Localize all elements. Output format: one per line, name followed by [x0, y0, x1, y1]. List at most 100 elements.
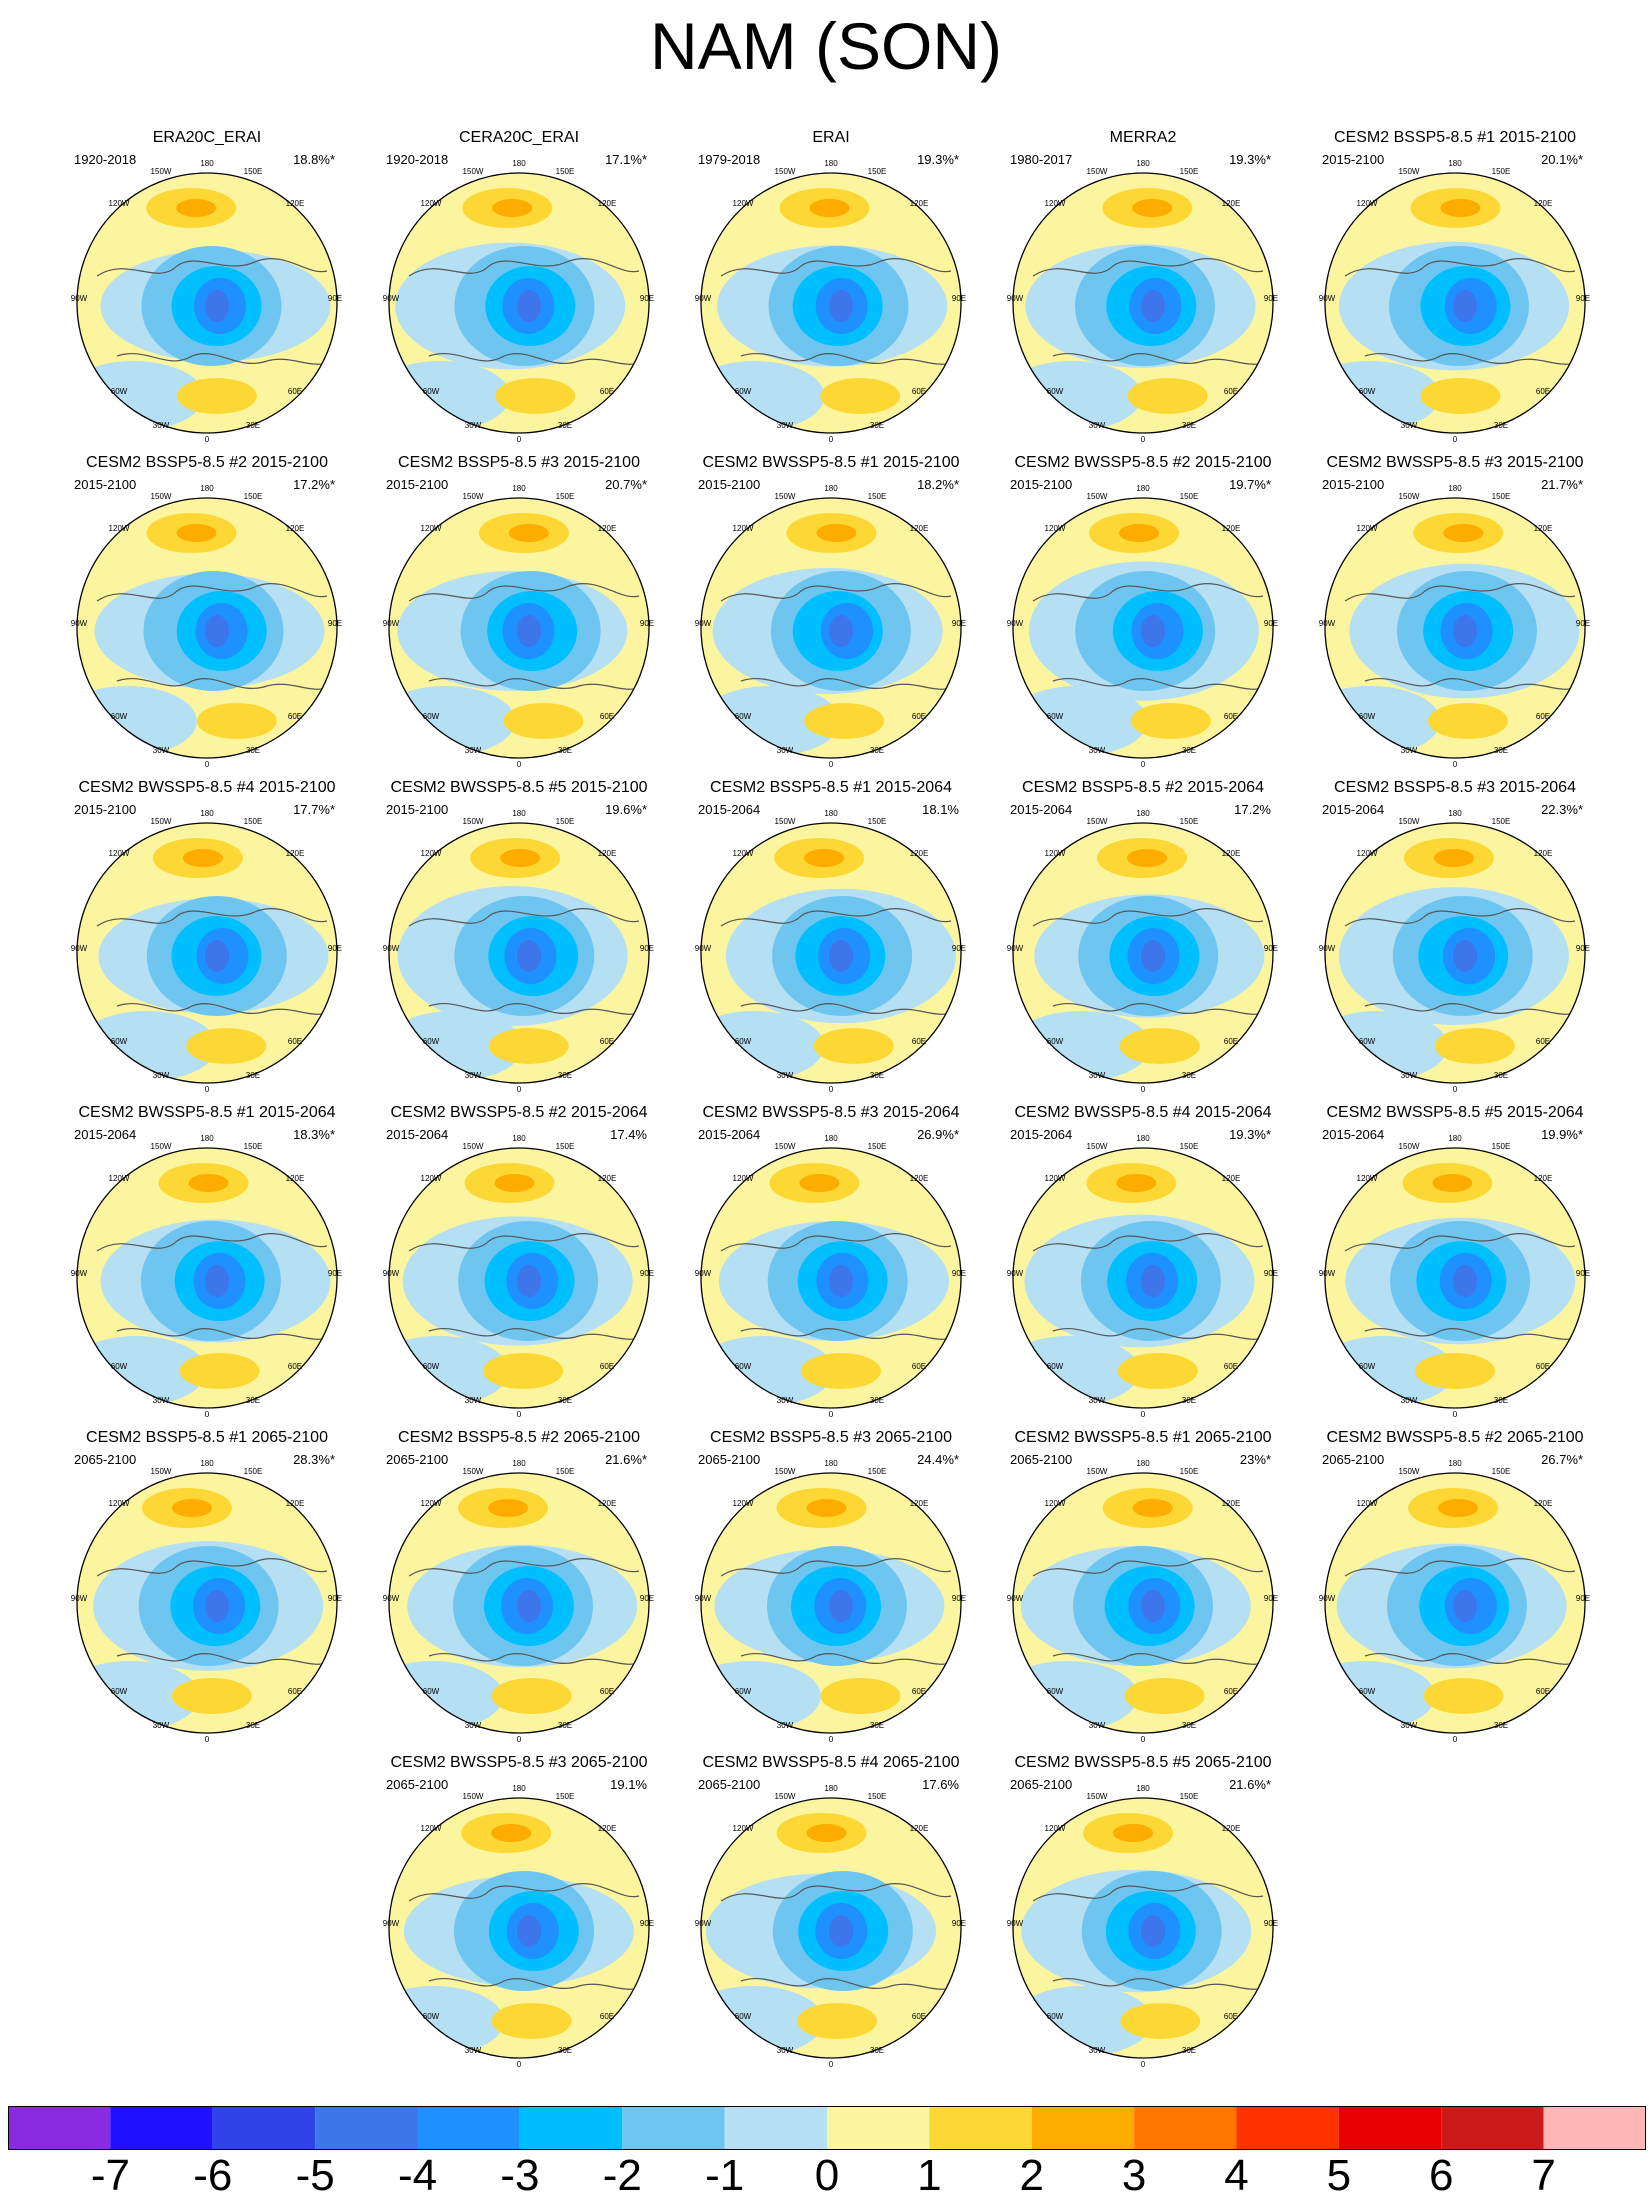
- map-border: [76, 1472, 338, 1734]
- longitude-label: 120W: [421, 1499, 442, 1508]
- coastline: [408, 1883, 645, 1990]
- longitude-label: 30W: [1401, 1396, 1418, 1405]
- anomaly-positive-lobe: [1432, 1174, 1473, 1192]
- anomaly-positive-lobe: [1120, 2003, 1201, 2039]
- longitude-label: 60W: [423, 2012, 440, 2021]
- longitude-label: 30E: [870, 2046, 884, 2055]
- polar-map: 180 150W 150E 120W 120E 90W 90E 60W 60E 30W 30E 0: [1319, 809, 1590, 1094]
- longitude-label: 30E: [1182, 421, 1196, 430]
- anomaly-positive-lobe: [800, 1353, 881, 1389]
- anomaly-positive-lobe: [806, 1824, 847, 1842]
- anomaly-positive-lobe: [1127, 849, 1168, 867]
- longitude-label: 0: [829, 1410, 834, 1419]
- longitude-label: 0: [205, 1085, 210, 1094]
- longitude-label: 120W: [733, 524, 754, 533]
- polar-map: 180 150W 150E 120W 120E 90W 90E 60W 60E 30W 30E 0: [71, 1134, 342, 1419]
- longitude-label: 180: [200, 484, 214, 493]
- longitude-label: 180: [824, 1784, 838, 1793]
- coastline: [720, 1233, 957, 1340]
- longitude-label: 150W: [151, 1467, 172, 1476]
- anomaly-positive-lobe: [820, 1678, 901, 1714]
- longitude-label: 30E: [1494, 1721, 1508, 1730]
- longitude-label: 150E: [1492, 167, 1511, 176]
- polar-map: 180 150W 150E 120W 120E 90W 90E 60W 60E 30W 30E 0: [1007, 1784, 1278, 2069]
- coastline: [408, 1233, 645, 1340]
- panel-variance-percent: 17.7%*: [293, 802, 335, 817]
- anomaly-negative-core: [1141, 1915, 1165, 1947]
- longitude-label: 30E: [558, 1071, 572, 1080]
- map-border: [1324, 172, 1586, 434]
- longitude-label: 60E: [1536, 712, 1550, 721]
- map-panel: CESM2 BSSP5-8.5 #2 2015-2064 2015-2064 17.…: [993, 778, 1293, 1096]
- longitude-label: 180: [200, 1134, 214, 1143]
- anomaly-positive-lobe: [816, 524, 857, 542]
- colorbar-tick: -4: [397, 2151, 438, 2200]
- polar-map: 180 150W 150E 120W 120E 90W 90E 60W 60E 30W 30E 0: [1007, 809, 1278, 1094]
- longitude-label: 150W: [151, 167, 172, 176]
- anomaly-positive-lobe: [492, 199, 533, 217]
- panel-variance-percent: 26.9%*: [917, 1127, 959, 1142]
- anomaly-positive-lobe: [1119, 1028, 1200, 1064]
- longitude-label: 150W: [775, 167, 796, 176]
- longitude-label: 90W: [1007, 1269, 1024, 1278]
- colorbar-segment: [724, 2106, 827, 2150]
- coastline: [1032, 908, 1269, 1015]
- longitude-label: 120E: [1222, 1824, 1241, 1833]
- polar-map: 180 150W 150E 120W 120E 90W 90E 60W 60E 30W 30E 0: [695, 484, 966, 769]
- polar-map: 180 150W 150E 120W 120E 90W 90E 60W 60E 30W 30E 0: [383, 484, 654, 769]
- longitude-label: 120W: [109, 1174, 130, 1183]
- panel-title: CESM2 BWSSP5-8.5 #5 2015-2100: [390, 779, 648, 796]
- panel-period: 1979-2018: [698, 152, 761, 167]
- longitude-label: 90E: [1264, 1269, 1278, 1278]
- longitude-label: 60E: [288, 1687, 302, 1696]
- longitude-label: 150E: [556, 817, 575, 826]
- panel-variance-percent: 28.3%*: [293, 1452, 335, 1467]
- map-panel: CESM2 BWSSP5-8.5 #5 2015-2100 2015-2100 19…: [369, 778, 669, 1096]
- coastline: [1032, 258, 1269, 365]
- colorbar-tick: -7: [90, 2151, 130, 2200]
- longitude-label: 30E: [870, 421, 884, 430]
- longitude-label: 120W: [733, 199, 754, 208]
- longitude-label: 90E: [952, 944, 966, 953]
- longitude-label: 90E: [1576, 294, 1590, 303]
- longitude-label: 0: [517, 1410, 522, 1419]
- longitude-label: 90E: [640, 944, 654, 953]
- longitude-label: 150W: [775, 817, 796, 826]
- longitude-label: 150E: [1180, 817, 1199, 826]
- longitude-label: 30E: [1182, 1071, 1196, 1080]
- colorbar-segment: [1441, 2106, 1544, 2150]
- longitude-label: 150W: [775, 1142, 796, 1151]
- panel-title: CESM2 BWSSP5-8.5 #4 2015-2100: [78, 779, 336, 796]
- longitude-label: 150E: [1492, 1142, 1511, 1151]
- longitude-label: 120W: [109, 849, 130, 858]
- longitude-label: 60W: [423, 1037, 440, 1046]
- longitude-label: 150E: [244, 167, 263, 176]
- anomaly-positive-lobe: [1434, 1028, 1515, 1064]
- longitude-label: 150W: [775, 492, 796, 501]
- map-border: [1012, 1472, 1274, 1734]
- longitude-label: 0: [1453, 435, 1458, 444]
- polar-map: 180 150W 150E 120W 120E 90W 90E 60W 60E 30W 30E 0: [1319, 1459, 1590, 1744]
- longitude-label: 30W: [777, 2046, 794, 2055]
- panel-variance-percent: 23%*: [1239, 1452, 1271, 1467]
- panel-period: 2015-2064: [1322, 802, 1385, 817]
- longitude-label: 30W: [465, 1396, 482, 1405]
- longitude-label: 150E: [556, 167, 575, 176]
- map-panel: CESM2 BWSSP5-8.5 #2 2015-2100 2015-2100 19…: [993, 453, 1293, 771]
- longitude-label: 30E: [1494, 1396, 1508, 1405]
- longitude-label: 90W: [1007, 294, 1024, 303]
- longitude-label: 150W: [463, 1792, 484, 1801]
- longitude-label: 150E: [244, 1467, 263, 1476]
- map-panel: CESM2 BWSSP5-8.5 #1 2015-2064 2015-2064 18…: [57, 1103, 357, 1421]
- anomaly-negative-core: [829, 1265, 853, 1297]
- anomaly-negative-band: [701, 1661, 821, 1731]
- coastline: [720, 908, 957, 1015]
- longitude-label: 180: [1136, 1459, 1150, 1468]
- panel-variance-percent: 19.1%: [610, 1777, 647, 1792]
- panel-variance-percent: 18.3%*: [293, 1127, 335, 1142]
- longitude-label: 90W: [383, 1919, 400, 1928]
- coastline: [1344, 908, 1581, 1015]
- anomaly-negative-core: [1453, 940, 1477, 972]
- panel-title: CESM2 BWSSP5-8.5 #1 2065-2100: [1014, 1429, 1272, 1446]
- anomaly-positive-lobe: [508, 524, 549, 542]
